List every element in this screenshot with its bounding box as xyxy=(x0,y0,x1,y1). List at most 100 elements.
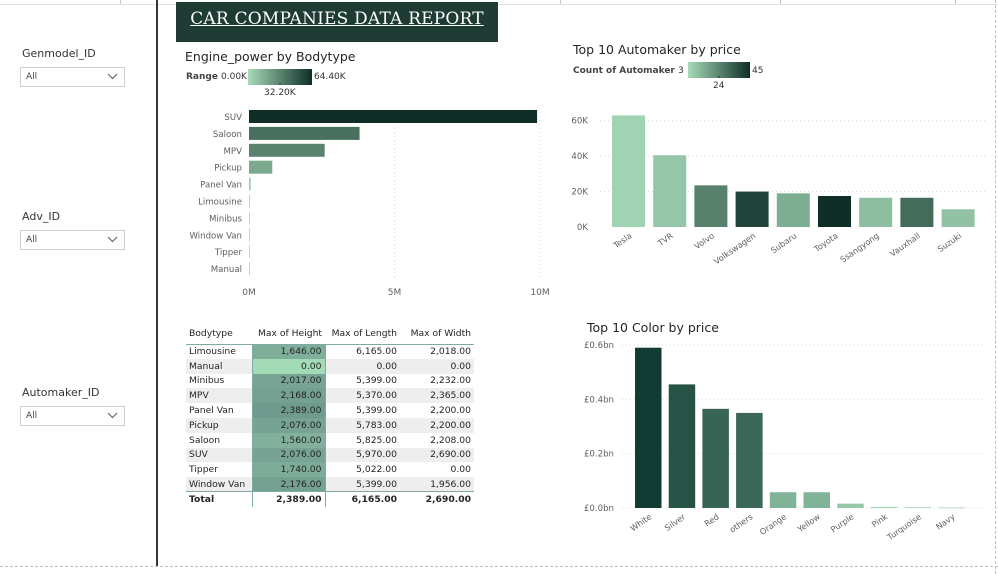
automaker-legend-gradient xyxy=(688,62,750,78)
table-cell: Limousine xyxy=(189,346,236,358)
table-row: Tipper 1,740.00 5,022.00 0.00 xyxy=(186,462,474,478)
automaker-bar[interactable] xyxy=(653,155,687,227)
column-header-height[interactable]: Max of Height xyxy=(257,327,322,339)
engine-x-tick-label: 5M xyxy=(388,288,402,298)
color-category-label: Orange xyxy=(758,511,789,537)
automaker-slicer-dropdown[interactable]: All xyxy=(20,406,125,426)
table-cell: 2,017.00 xyxy=(251,373,326,389)
color-chart-title: Top 10 Color by price xyxy=(587,320,719,335)
table-cell: 1,560.00 xyxy=(251,432,326,448)
table-cell: 5,370.00 xyxy=(325,388,400,404)
table-total-cell: Total xyxy=(186,491,252,507)
automaker-category-label: TVR xyxy=(655,230,675,248)
table-total-cell: 6,165.00 xyxy=(325,491,400,507)
table-cell: 5,022.00 xyxy=(356,464,397,476)
automaker-slicer-value: All xyxy=(26,411,38,421)
automaker-bar[interactable] xyxy=(941,209,975,227)
engine-category-label: Saloon xyxy=(213,130,242,140)
table-cell: 0.00 xyxy=(450,464,471,476)
engine-bar[interactable] xyxy=(249,211,250,225)
automaker-bar[interactable] xyxy=(818,196,851,227)
genmodel-slicer-dropdown[interactable]: All xyxy=(20,67,125,87)
automaker-slicer-label: Automaker_ID xyxy=(22,386,100,399)
engine-power-chart: 0M 5M 10M SUV Saloon MPV Pickup Panel Van Limous… xyxy=(189,108,550,298)
automaker-bar[interactable] xyxy=(776,193,810,227)
table-cell: MPV xyxy=(186,388,252,404)
automaker-bar[interactable] xyxy=(859,197,893,227)
engine-category-label: Manual xyxy=(211,265,242,275)
adv-slicer-dropdown[interactable]: All xyxy=(20,230,125,250)
color-bar[interactable] xyxy=(736,412,763,508)
color-bar[interactable] xyxy=(668,384,696,508)
adv-slicer-value: All xyxy=(26,235,38,245)
automaker-category-label: Volkswagen xyxy=(712,230,757,266)
table-total-row: Total 2,389.00 6,165.00 2,690.00 xyxy=(186,491,474,507)
automaker-category-label: Volvo xyxy=(692,230,716,251)
engine-bar[interactable] xyxy=(249,160,273,174)
engine-category-label: Window Van xyxy=(189,231,242,241)
table-cell: Pickup xyxy=(186,417,252,433)
color-bar[interactable] xyxy=(938,507,965,509)
engine-bar[interactable] xyxy=(249,126,360,140)
automaker-bar[interactable] xyxy=(612,115,645,227)
table-cell: 1,956.00 xyxy=(400,477,474,492)
color-category-label: White xyxy=(628,511,653,533)
table-cell: 5,825.00 xyxy=(356,434,397,446)
table-cell: 5,970.00 xyxy=(325,447,400,463)
table-cell: 2,365.00 xyxy=(400,388,474,404)
engine-bar[interactable] xyxy=(249,177,251,191)
color-category-label: Turquoise xyxy=(884,511,923,542)
table-row: Panel Van 2,389.00 5,399.00 2,200.00 xyxy=(186,403,474,418)
canvas-top-border xyxy=(0,0,998,5)
table-total-cell: 2,690.00 xyxy=(400,491,474,507)
engine-bar[interactable] xyxy=(249,228,250,242)
automaker-category-label: Toyota xyxy=(811,230,839,254)
automaker-legend-min: 3 xyxy=(678,66,684,76)
color-category-label: Silver xyxy=(663,511,688,533)
table-cell: Window Van xyxy=(186,477,252,492)
table-row: Pickup 2,076.00 5,783.00 2,200.00 xyxy=(186,417,474,433)
table-cell: Panel Van xyxy=(189,405,234,417)
color-bar[interactable] xyxy=(837,503,864,508)
automaker-bar[interactable] xyxy=(735,191,769,227)
engine-bar[interactable] xyxy=(249,194,250,208)
color-bar[interactable] xyxy=(904,507,932,508)
table-cell: 2,232.00 xyxy=(430,375,471,387)
engine-bar[interactable] xyxy=(249,245,250,259)
table-cell: 1,646.00 xyxy=(251,344,326,359)
engine-legend-gradient xyxy=(248,69,312,85)
engine-bar[interactable] xyxy=(249,262,250,276)
report-title: CAR COMPANIES DATA REPORT xyxy=(190,9,484,29)
engine-x-tick-label: 0M xyxy=(242,288,256,298)
canvas-right-edge xyxy=(995,0,996,574)
canvas-top-tick xyxy=(955,0,956,4)
table-row: Manual 0.00 0.00 0.00 xyxy=(186,358,474,374)
color-bar[interactable] xyxy=(635,347,662,508)
table-row: Limousine 1,646.00 6,165.00 2,018.00 xyxy=(186,344,474,359)
color-bar[interactable] xyxy=(702,408,729,508)
automaker-bar[interactable] xyxy=(900,197,934,227)
automaker-category-label: Subaru xyxy=(769,230,799,255)
automaker-bar[interactable] xyxy=(694,185,728,227)
color-bar[interactable] xyxy=(870,506,898,508)
bodytype-dimensions-table: Bodytype Max of Height Max of Length Max… xyxy=(186,323,474,507)
table-cell: Manual xyxy=(186,358,252,374)
engine-category-label: Minibus xyxy=(209,214,243,224)
table-cell: 5,783.00 xyxy=(325,417,400,433)
column-header-width[interactable]: Max of Width xyxy=(410,327,471,339)
table-cell: 0.00 xyxy=(400,358,474,374)
table-cell: 2,076.00 xyxy=(251,417,326,433)
engine-x-tick-label: 10M xyxy=(530,288,549,298)
table-cell: 2,076.00 xyxy=(251,447,326,463)
column-header-bodytype[interactable]: Bodytype xyxy=(189,327,233,339)
engine-category-label: Limousine xyxy=(198,198,242,208)
automaker-y-tick-label: 20K xyxy=(571,188,588,198)
color-y-tick-label: £0.6bn xyxy=(584,341,614,351)
engine-bar[interactable] xyxy=(249,143,325,157)
engine-bar[interactable] xyxy=(249,110,538,123)
column-header-length[interactable]: Max of Length xyxy=(331,327,397,339)
color-bar[interactable] xyxy=(769,492,797,508)
table-total-cell: 2,389.00 xyxy=(251,491,326,507)
color-bar[interactable] xyxy=(803,492,831,508)
engine-category-label: SUV xyxy=(224,113,242,123)
